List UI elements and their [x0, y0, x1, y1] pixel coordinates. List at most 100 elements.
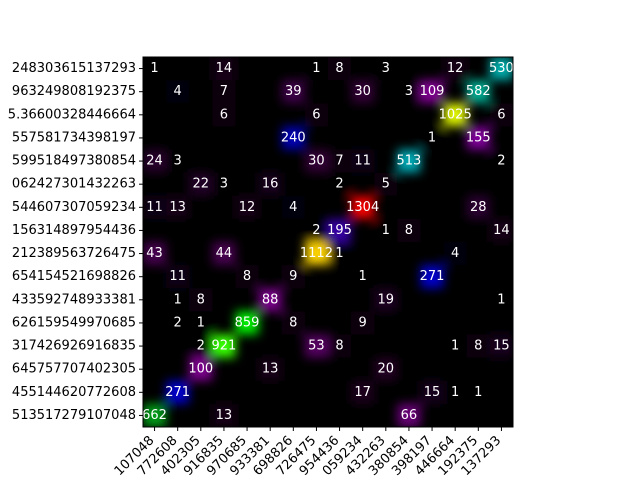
heat-cell: [281, 311, 305, 335]
cell-label: 109: [420, 84, 445, 99]
cell-label: 1304: [346, 200, 379, 215]
heat-cell: [443, 57, 467, 81]
heat-cell: [328, 242, 352, 266]
heat-cell: [328, 149, 352, 173]
cell-label: 1112: [300, 246, 333, 261]
heat-cell: [212, 80, 236, 104]
heat-cell: [328, 218, 352, 242]
cell-label: 1: [174, 292, 182, 307]
cell-label: 1: [497, 292, 505, 307]
heat-cell: [351, 265, 375, 289]
cell-label: 16: [262, 177, 279, 192]
cell-label: 22: [193, 177, 210, 192]
heat-cell: [281, 126, 305, 150]
heat-cell: [258, 357, 282, 381]
cell-label: 39: [285, 84, 302, 99]
cell-label: 8: [197, 292, 205, 307]
heat-cell: [304, 149, 328, 173]
heat-cell: [304, 242, 328, 266]
cell-label: 30: [308, 154, 325, 169]
cell-label: 1: [335, 246, 343, 261]
cell-label: 8: [243, 269, 251, 284]
heat-cell: [281, 80, 305, 104]
y-tick-label: 455144620772608: [12, 385, 136, 400]
heat-cell: [235, 311, 259, 335]
heat-cell: [212, 403, 236, 427]
heat-cell: [143, 57, 167, 81]
heat-cell: [258, 288, 282, 312]
heat-cell: [143, 149, 167, 173]
cell-label: 8: [289, 315, 297, 330]
y-tick-label: 317426926916835: [12, 339, 136, 354]
heat-cell: [466, 80, 490, 104]
cell-label: 1: [474, 385, 482, 400]
heat-cell: [143, 403, 167, 427]
heat-cell: [351, 195, 375, 219]
heat-cell: [166, 288, 190, 312]
cell-label: 8: [474, 339, 482, 354]
cell-label: 271: [420, 269, 445, 284]
y-tick-label: 645757707402305: [12, 362, 136, 377]
cell-label: 7: [220, 84, 228, 99]
y-tick-label: 212389563726475: [12, 246, 136, 261]
heat-cell: [466, 195, 490, 219]
heat-cell: [189, 311, 213, 335]
heat-cell: [489, 57, 513, 81]
cell-label: 1: [197, 315, 205, 330]
cell-label: 3: [405, 84, 413, 99]
heat-cell: [420, 126, 444, 150]
cell-label: 13: [216, 408, 233, 423]
heat-cell: [374, 218, 398, 242]
heat-cell: [166, 80, 190, 104]
axes-frame: [142, 56, 514, 428]
cell-label: 859: [235, 315, 260, 330]
cell-label: 13: [169, 200, 186, 215]
heat-cell: [397, 80, 421, 104]
y-tick-label: 248303615137293: [12, 61, 136, 76]
y-tick-label: 433592748933381: [12, 292, 136, 307]
cell-label: 12: [239, 200, 256, 215]
cell-label: 12: [447, 61, 464, 76]
heat-cell: [374, 57, 398, 81]
y-tick-label: 156314897954436: [12, 223, 136, 238]
heat-cell: [420, 265, 444, 289]
heat-cell: [374, 357, 398, 381]
heat-cell: [143, 195, 167, 219]
cell-label: 2: [335, 177, 343, 192]
heat-cell: [420, 380, 444, 404]
cell-label: 11: [146, 200, 163, 215]
heat-cell: [304, 218, 328, 242]
cell-label: 28: [470, 200, 487, 215]
cell-label: 11: [354, 154, 371, 169]
cell-label: 20: [378, 362, 395, 377]
heat-cell: [166, 149, 190, 173]
heat-cell: [397, 403, 421, 427]
heat-cell: [328, 57, 352, 81]
cell-label: 44: [216, 246, 233, 261]
cell-label: 13: [262, 362, 279, 377]
cell-label: 1: [312, 61, 320, 76]
cell-label: 921: [212, 339, 237, 354]
cell-label: 19: [378, 292, 395, 307]
cell-label: 1: [451, 385, 459, 400]
heat-cell: [166, 311, 190, 335]
cell-label: 2: [312, 223, 320, 238]
cell-label: 6: [312, 107, 320, 122]
y-tick-label: 513517279107048: [12, 408, 136, 423]
heat-cell: [397, 149, 421, 173]
heat-cell: [189, 172, 213, 196]
cell-label: 14: [216, 61, 233, 76]
cell-label: 4: [289, 200, 297, 215]
heat-cell: [489, 103, 513, 127]
cell-label: 88: [262, 292, 279, 307]
heat-cell: [489, 288, 513, 312]
cell-label: 9: [289, 269, 297, 284]
heat-cell: [281, 195, 305, 219]
heat-cell: [189, 334, 213, 358]
heat-cell: [166, 195, 190, 219]
y-tick-label: 5.36600328446664: [8, 107, 136, 122]
cell-label: 9: [359, 315, 367, 330]
heat-cell: [374, 288, 398, 312]
heat-cell: [489, 218, 513, 242]
